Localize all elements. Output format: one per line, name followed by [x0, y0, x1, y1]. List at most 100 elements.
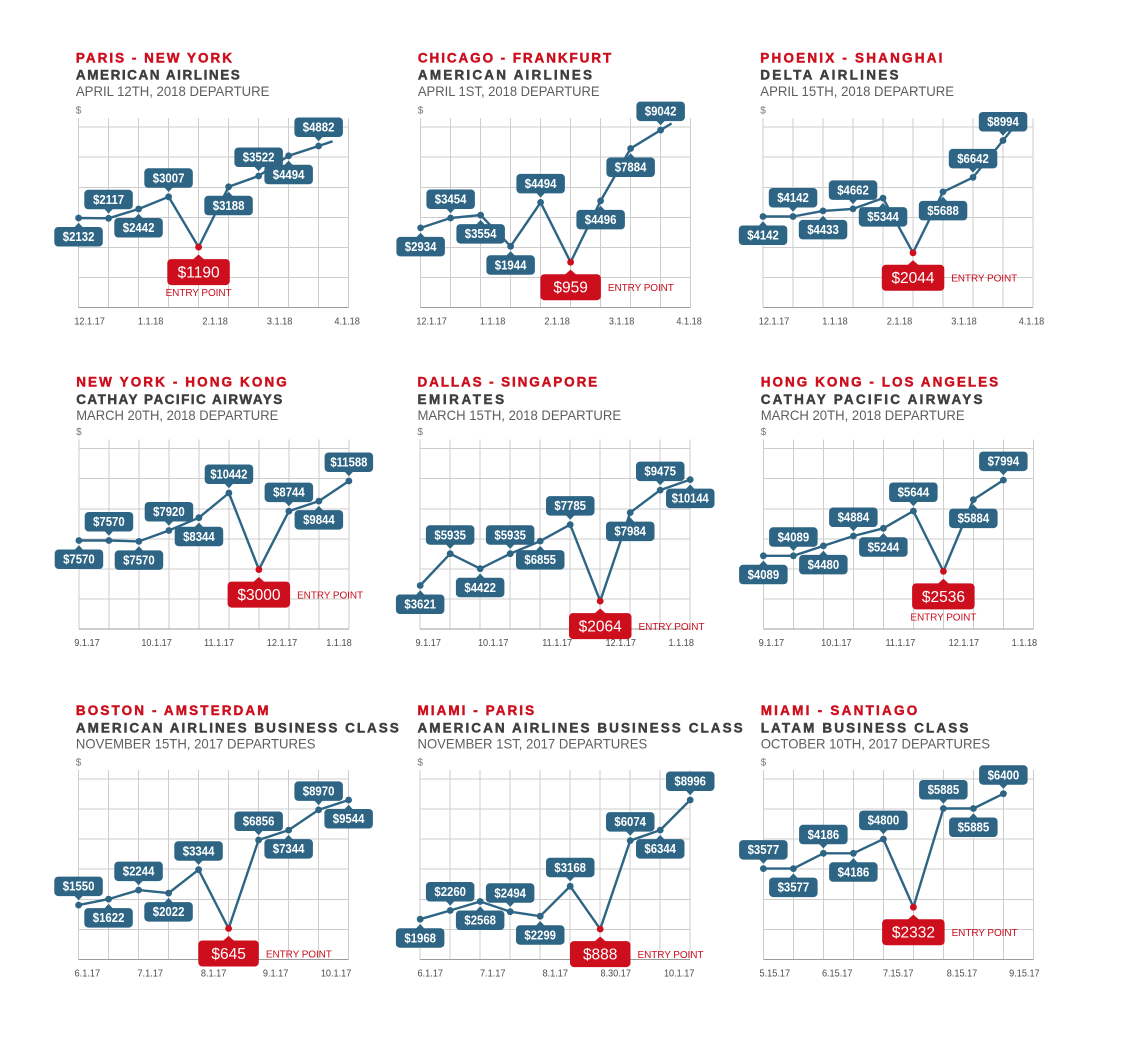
svg-text:$: $ [417, 757, 423, 768]
svg-text:$2332: $2332 [892, 925, 935, 942]
svg-text:3.1.18: 3.1.18 [609, 317, 635, 328]
svg-text:$10442: $10442 [210, 468, 247, 482]
svg-text:LATAM BUSINESS CLASS: LATAM BUSINESS CLASS [761, 720, 969, 735]
svg-text:1.1.18: 1.1.18 [480, 317, 506, 328]
svg-text:4.1.18: 4.1.18 [334, 317, 360, 328]
svg-text:$1622: $1622 [93, 911, 125, 925]
svg-text:$7994: $7994 [988, 455, 1020, 469]
svg-text:12.1.17: 12.1.17 [605, 638, 636, 649]
svg-text:$6344: $6344 [644, 842, 676, 856]
svg-text:$4494: $4494 [273, 168, 305, 182]
svg-text:$8344: $8344 [183, 530, 215, 544]
svg-text:HONG KONG - LOS ANGELES: HONG KONG - LOS ANGELES [761, 375, 999, 390]
svg-text:$4186: $4186 [808, 828, 840, 842]
svg-text:$10144: $10144 [672, 492, 709, 506]
svg-text:NEW YORK - HONG KONG: NEW YORK - HONG KONG [76, 375, 287, 390]
svg-text:ENTRY POINT: ENTRY POINT [266, 949, 332, 960]
svg-text:3.1.18: 3.1.18 [267, 317, 293, 328]
svg-text:ENTRY POINT: ENTRY POINT [951, 274, 1017, 285]
svg-text:4.1.18: 4.1.18 [1019, 317, 1045, 328]
svg-text:5.15.17: 5.15.17 [760, 968, 791, 979]
svg-text:$2299: $2299 [524, 928, 556, 942]
svg-text:$2536: $2536 [922, 589, 965, 606]
svg-text:$4480: $4480 [808, 558, 840, 572]
svg-text:2.1.18: 2.1.18 [544, 317, 570, 328]
svg-text:$7570: $7570 [93, 515, 125, 529]
svg-text:$7344: $7344 [273, 842, 305, 856]
svg-text:11.1.17: 11.1.17 [885, 638, 915, 649]
svg-text:$4884: $4884 [838, 511, 870, 525]
svg-text:$9042: $9042 [645, 105, 677, 119]
svg-text:$2022: $2022 [153, 905, 185, 919]
svg-text:$: $ [418, 106, 424, 117]
svg-text:$4800: $4800 [868, 814, 900, 828]
svg-text:BOSTON - AMSTERDAM: BOSTON - AMSTERDAM [76, 703, 269, 718]
svg-text:$5644: $5644 [898, 486, 930, 500]
svg-text:$4496: $4496 [585, 213, 617, 227]
svg-text:ENTRY POINT: ENTRY POINT [639, 622, 705, 633]
svg-text:$4494: $4494 [525, 177, 557, 191]
svg-text:$: $ [76, 427, 82, 438]
svg-text:$4433: $4433 [807, 223, 839, 237]
svg-text:$4422: $4422 [464, 581, 496, 595]
svg-text:6.15.17: 6.15.17 [822, 968, 853, 979]
svg-text:MARCH 20TH, 2018 DEPARTURE: MARCH 20TH, 2018 DEPARTURE [76, 407, 278, 423]
svg-text:$3188: $3188 [213, 199, 245, 213]
svg-text:$3554: $3554 [465, 227, 497, 241]
svg-text:$9544: $9544 [333, 812, 365, 826]
svg-text:PHOENIX - SHANGHAI: PHOENIX - SHANGHAI [760, 50, 942, 65]
svg-text:CATHAY PACIFIC AIRWAYS: CATHAY PACIFIC AIRWAYS [76, 392, 282, 407]
svg-text:$3454: $3454 [435, 193, 467, 207]
svg-text:10.1.17: 10.1.17 [478, 638, 509, 649]
svg-text:$5885: $5885 [928, 783, 960, 797]
svg-text:$5688: $5688 [927, 204, 959, 218]
svg-text:$2117: $2117 [93, 193, 124, 207]
svg-text:$4882: $4882 [303, 121, 335, 135]
svg-text:$3577: $3577 [748, 843, 780, 857]
svg-text:$4142: $4142 [777, 191, 809, 205]
svg-text:$4142: $4142 [747, 229, 779, 243]
svg-text:AMERICAN AIRLINES: AMERICAN AIRLINES [418, 68, 592, 83]
svg-text:$5344: $5344 [867, 210, 899, 224]
svg-text:$5935: $5935 [494, 528, 526, 542]
svg-text:$9844: $9844 [303, 513, 335, 527]
svg-text:$1190: $1190 [178, 265, 220, 282]
svg-text:APRIL 1ST, 2018 DEPARTURE: APRIL 1ST, 2018 DEPARTURE [418, 83, 600, 99]
svg-text:12.1.17: 12.1.17 [74, 317, 105, 328]
svg-text:$11588: $11588 [330, 456, 367, 470]
svg-text:$: $ [76, 757, 82, 768]
svg-text:3.1.18: 3.1.18 [951, 317, 977, 328]
svg-text:$2044: $2044 [891, 270, 934, 287]
svg-text:7.15.17: 7.15.17 [883, 968, 914, 979]
svg-text:$3621: $3621 [404, 598, 436, 612]
svg-text:10.1.17: 10.1.17 [664, 968, 695, 979]
svg-text:$7570: $7570 [123, 554, 155, 568]
svg-text:10.1.17: 10.1.17 [141, 638, 172, 649]
svg-text:8.15.17: 8.15.17 [947, 968, 978, 979]
svg-text:$2132: $2132 [63, 230, 95, 244]
svg-text:NOVEMBER 1ST, 2017 DEPARTURES: NOVEMBER 1ST, 2017 DEPARTURES [418, 736, 648, 752]
svg-text:$2934: $2934 [405, 240, 437, 254]
svg-text:$5884: $5884 [958, 512, 990, 526]
svg-text:$2442: $2442 [123, 221, 155, 235]
svg-text:$3000: $3000 [237, 587, 280, 604]
svg-text:AMERICAN AIRLINES BUSINESS CLA: AMERICAN AIRLINES BUSINESS CLASS [418, 720, 743, 735]
svg-text:$6400: $6400 [988, 768, 1020, 782]
svg-text:2.1.18: 2.1.18 [202, 317, 228, 328]
svg-text:10.1.17: 10.1.17 [321, 968, 352, 979]
svg-text:8.1.17: 8.1.17 [542, 968, 568, 979]
svg-text:$645: $645 [211, 946, 246, 963]
svg-text:12.1.17: 12.1.17 [267, 638, 298, 649]
svg-text:6.1.17: 6.1.17 [417, 968, 443, 979]
svg-text:$1944: $1944 [495, 258, 527, 272]
svg-text:7.1.17: 7.1.17 [480, 968, 506, 979]
svg-text:12.1.17: 12.1.17 [416, 317, 447, 328]
svg-text:$1550: $1550 [63, 880, 95, 894]
svg-text:12.1.17: 12.1.17 [949, 638, 980, 649]
svg-text:MARCH 15TH, 2018 DEPARTURE: MARCH 15TH, 2018 DEPARTURE [418, 407, 622, 423]
svg-text:7.1.17: 7.1.17 [137, 968, 163, 979]
svg-text:MARCH 20TH, 2018 DEPARTURE: MARCH 20TH, 2018 DEPARTURE [761, 407, 965, 423]
svg-text:9.15.17: 9.15.17 [1009, 968, 1040, 979]
svg-text:$5885: $5885 [958, 821, 990, 835]
svg-text:$3168: $3168 [554, 861, 586, 875]
